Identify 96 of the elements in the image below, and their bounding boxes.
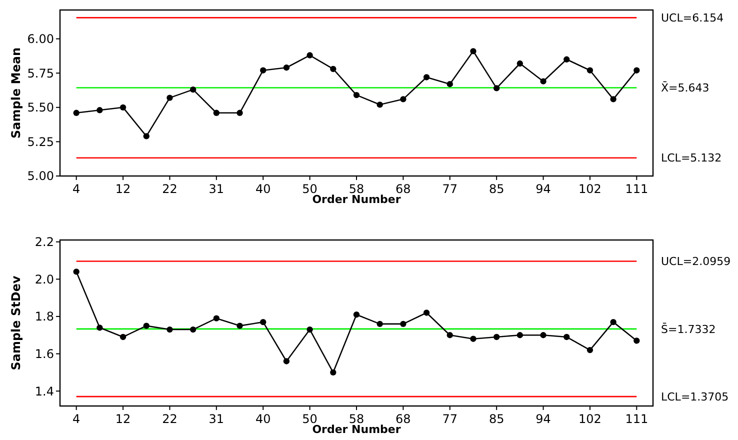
y-axis-title: Sample StDev: [9, 276, 23, 370]
x-tick-label: 102: [578, 412, 602, 426]
ref-line-label: UCL=6.154: [661, 12, 724, 25]
y-tick-label: 5.75: [27, 66, 54, 80]
point: [120, 334, 126, 340]
point: [236, 322, 243, 329]
point: [283, 64, 290, 71]
y-tick-label: 1.6: [34, 346, 54, 361]
point: [540, 332, 546, 338]
x-tick-label: 50: [302, 182, 318, 196]
point: [213, 315, 220, 322]
point: [143, 133, 150, 140]
point: [634, 67, 640, 74]
y-tick-label: 2.2: [34, 235, 54, 250]
point: [73, 268, 80, 275]
ref-line-label: LCL=5.132: [661, 152, 722, 165]
x-tick-label: 77: [442, 182, 458, 196]
y-tick-label: 5.00: [27, 169, 54, 184]
point: [446, 81, 453, 88]
x-tick-label: 22: [162, 412, 178, 426]
y-tick-label: 1.8: [34, 310, 54, 324]
ref-line-label: LCL=1.3705: [661, 390, 729, 404]
x-tick-label: 31: [208, 412, 224, 426]
point: [470, 48, 476, 54]
point: [493, 334, 500, 340]
point: [516, 60, 524, 67]
point: [96, 324, 103, 331]
point: [213, 110, 220, 116]
point: [166, 94, 173, 101]
x-tick-label: 58: [348, 182, 364, 196]
y-axis-title: Sample Mean: [9, 48, 23, 138]
point: [423, 310, 430, 316]
point: [190, 86, 196, 93]
x-axis-title: Order Number: [312, 423, 402, 436]
point: [376, 320, 383, 328]
point: [73, 110, 80, 116]
y-tick-label: 1.4: [34, 384, 54, 398]
point: [260, 67, 266, 74]
x-axis-title: Order Number: [312, 193, 402, 206]
point: [306, 326, 313, 333]
x-tick-label: 22: [162, 182, 178, 196]
point: [540, 78, 546, 84]
x-tick-label: 4: [72, 182, 80, 196]
point: [564, 56, 570, 62]
x-tick-label: 77: [442, 412, 458, 426]
point: [330, 66, 336, 72]
x-tick-label: 12: [115, 182, 131, 196]
point: [586, 67, 594, 74]
point: [190, 326, 196, 333]
y-tick-label: 5.25: [27, 134, 54, 149]
x-tick-label: 94: [536, 412, 551, 426]
point: [586, 346, 594, 354]
point: [446, 332, 453, 338]
ref-line-label: S̄=1.7332: [661, 322, 716, 336]
point: [610, 318, 616, 326]
y-tick-label: 5.50: [27, 100, 54, 115]
y-tick-label: 2.0: [34, 272, 54, 286]
x-tick-label: 111: [625, 182, 648, 196]
point: [236, 110, 243, 116]
point: [376, 102, 383, 108]
point: [120, 104, 126, 110]
point: [283, 358, 290, 364]
x-tick-label: 12: [115, 412, 131, 426]
point: [564, 334, 570, 340]
ref-line-label: UCL=2.0959: [661, 255, 731, 268]
point: [634, 338, 640, 344]
point: [516, 332, 524, 338]
x-tick-label: 31: [208, 182, 224, 196]
point: [400, 96, 406, 102]
point: [306, 52, 313, 58]
x-tick-label: 68: [396, 412, 411, 426]
ref-line-label: X̄=5.643: [661, 80, 710, 95]
x-tick-label: 85: [488, 412, 504, 426]
point: [353, 312, 360, 318]
point: [493, 85, 500, 92]
x-tick-label: 40: [255, 182, 271, 196]
x-tick-label: 94: [536, 182, 551, 196]
y-tick-label: 6.00: [27, 32, 54, 46]
point: [96, 107, 103, 114]
point: [330, 369, 336, 376]
x-tick-label: 68: [396, 182, 411, 196]
point: [610, 96, 616, 102]
point: [400, 320, 406, 328]
x-tick-label: 40: [255, 412, 271, 426]
x-tick-label: 85: [488, 182, 504, 196]
point: [260, 318, 266, 326]
x-tick-label: 50: [302, 412, 318, 426]
x-tick-label: 58: [348, 412, 364, 426]
x-tick-label: 111: [625, 412, 648, 426]
point: [143, 322, 150, 329]
x-tick-label: 102: [578, 182, 602, 196]
point: [470, 336, 476, 342]
x-tick-label: 4: [72, 412, 80, 426]
point: [353, 92, 360, 98]
point: [423, 74, 430, 80]
point: [166, 326, 173, 333]
